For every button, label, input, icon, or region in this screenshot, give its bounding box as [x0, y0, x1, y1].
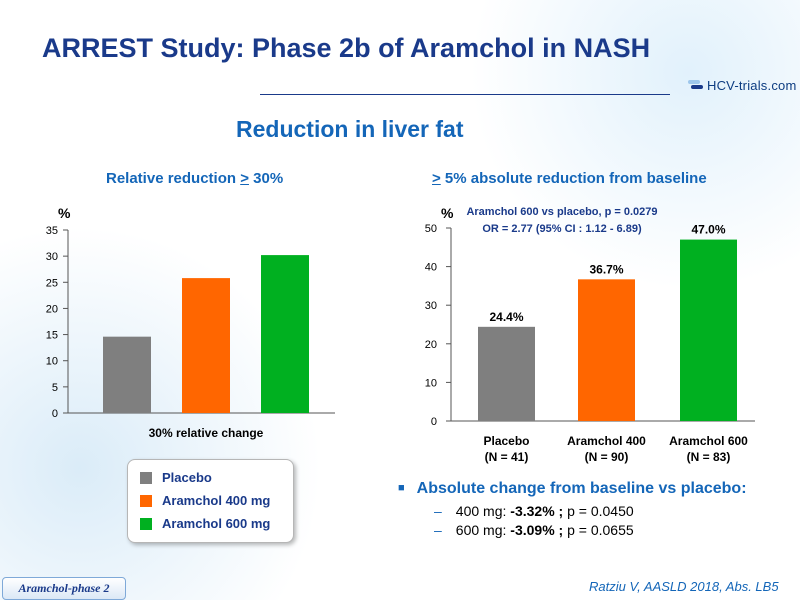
right-heading-ge: >: [432, 170, 441, 187]
dose-600: 600 mg:: [455, 522, 511, 538]
data-label: 47.0%: [691, 223, 725, 237]
logo-mark-icon: [688, 79, 704, 92]
left-panel-heading: Relative reduction > 30%: [106, 170, 283, 187]
hcv-trials-logo: HCV-trials.com: [688, 78, 796, 93]
left-heading-ge: >: [240, 170, 249, 187]
annotation-line-1: Aramchol 600 vs placebo, p = 0.0279: [466, 206, 657, 218]
x-tick-sublabel: (N = 41): [485, 450, 529, 464]
y-tick-label: 15: [46, 330, 58, 342]
legend-swatch-aramchol-400: [140, 494, 152, 507]
data-label: 24.4%: [489, 310, 523, 324]
right-heading-suffix: 5% absolute reduction from baseline: [440, 170, 707, 187]
y-tick-label: 20: [46, 303, 58, 315]
dash-icon: –: [434, 522, 442, 538]
y-tick-label: 10: [46, 356, 58, 368]
bar-2: [578, 279, 635, 421]
y-axis-label: %: [58, 205, 71, 221]
title-divider: [260, 94, 670, 95]
y-tick-label: 20: [425, 339, 437, 351]
legend-label-aramchol-600: Aramchol 600 mg: [162, 516, 271, 531]
legend-label-aramchol-400: Aramchol 400 mg: [162, 493, 271, 508]
right-panel-heading: > 5% absolute reduction from baseline: [432, 170, 707, 187]
left-heading-prefix: Relative reduction: [106, 170, 241, 187]
p-600: p = 0.0655: [563, 522, 634, 538]
y-tick-label: 30: [425, 300, 437, 312]
y-tick-label: 10: [425, 377, 437, 389]
bar-aramchol-400-mg: [182, 278, 230, 413]
footer-tag: Aramchol-phase 2: [2, 577, 126, 600]
square-bullet-icon: ■: [398, 482, 405, 494]
bar-1: [478, 326, 535, 421]
y-tick-label: 50: [425, 223, 437, 235]
y-tick-label: 40: [425, 262, 437, 274]
legend-item-aramchol-600: Aramchol 600 mg: [140, 516, 270, 531]
bar-3: [680, 239, 737, 421]
absolute-change-line-400: –400 mg: -3.32% ; p = 0.0450: [434, 503, 634, 519]
data-label: 36.7%: [589, 262, 623, 276]
y-tick-label: 5: [52, 382, 58, 394]
y-tick-label: 30: [46, 251, 58, 263]
left-heading-suffix: 30%: [248, 170, 284, 187]
y-axis-label: %: [441, 205, 454, 221]
legend-label-placebo: Placebo: [162, 470, 212, 485]
legend-item-placebo: Placebo: [140, 470, 212, 485]
y-tick-label: 0: [431, 416, 437, 428]
x-tick-sublabel: (N = 83): [687, 450, 731, 464]
dose-400: 400 mg:: [455, 503, 511, 519]
x-axis-label: 30% relative change: [149, 426, 264, 440]
absolute-change-heading-text: Absolute change from baseline vs placebo…: [416, 480, 747, 497]
bar-placebo: [103, 336, 151, 413]
value-600: -3.09% ;: [510, 522, 564, 538]
legend: Placebo Aramchol 400 mg Aramchol 600 mg: [127, 459, 294, 543]
x-tick-label: Aramchol 400: [567, 434, 646, 448]
logo-text: HCV-trials.com: [707, 78, 797, 93]
legend-swatch-placebo: [140, 471, 152, 484]
bar-aramchol-600-mg: [261, 255, 309, 413]
x-tick-label: Aramchol 600: [669, 434, 748, 448]
slide-title: ARREST Study: Phase 2b of Aramchol in NA…: [42, 33, 651, 63]
y-tick-label: 0: [52, 408, 58, 420]
legend-item-aramchol-400: Aramchol 400 mg: [140, 493, 270, 508]
annotation-line-2: OR = 2.77 (95% CI : 1.12 - 6.89): [482, 223, 642, 235]
y-tick-label: 25: [46, 277, 58, 289]
absolute-change-heading: ■ Absolute change from baseline vs placeb…: [398, 480, 747, 498]
p-400: p = 0.0450: [563, 503, 634, 519]
citation: Ratziu V, AASLD 2018, Abs. LB5: [589, 579, 779, 594]
dash-icon: –: [434, 503, 442, 519]
x-tick-label: Placebo: [483, 434, 529, 448]
legend-swatch-aramchol-600: [140, 517, 152, 530]
absolute-change-line-600: –600 mg: -3.09% ; p = 0.0655: [434, 522, 634, 538]
value-400: -3.32% ;: [510, 503, 564, 519]
x-tick-sublabel: (N = 90): [585, 450, 629, 464]
slide-subtitle: Reduction in liver fat: [236, 116, 464, 142]
y-tick-label: 35: [46, 225, 58, 237]
